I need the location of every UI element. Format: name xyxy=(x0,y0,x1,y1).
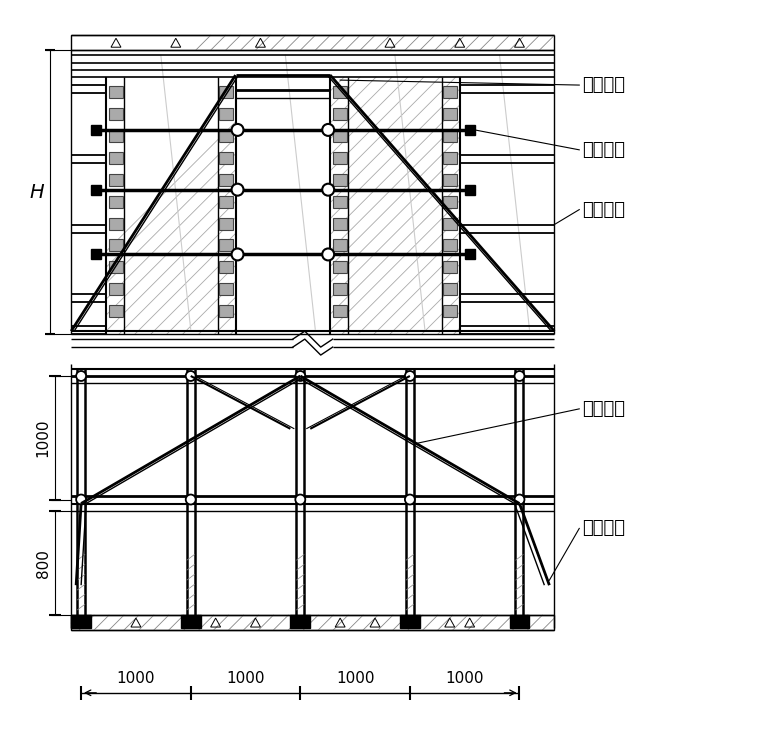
Circle shape xyxy=(76,371,86,381)
Bar xyxy=(333,130,347,142)
Bar xyxy=(219,217,233,230)
Bar xyxy=(443,283,457,295)
Bar xyxy=(219,130,233,142)
Bar xyxy=(464,185,475,195)
Bar xyxy=(333,283,347,295)
Bar xyxy=(443,86,457,98)
Bar xyxy=(109,196,123,208)
Bar xyxy=(333,305,347,317)
Text: 800: 800 xyxy=(36,549,51,578)
Text: H: H xyxy=(29,183,43,202)
Bar xyxy=(219,283,233,295)
Bar xyxy=(219,305,233,317)
Text: 1000: 1000 xyxy=(445,671,484,687)
Bar xyxy=(443,152,457,164)
Circle shape xyxy=(405,371,415,381)
Text: 框梁斜撑: 框梁斜撑 xyxy=(582,76,625,94)
Bar xyxy=(443,305,457,317)
Bar xyxy=(109,86,123,98)
Bar xyxy=(464,249,475,260)
Bar xyxy=(219,152,233,164)
Text: 支撑垫板: 支撑垫板 xyxy=(582,519,625,537)
Bar xyxy=(181,615,201,628)
Text: 对拉丝杆: 对拉丝杆 xyxy=(582,141,625,158)
Bar xyxy=(91,185,101,195)
Bar xyxy=(464,125,475,135)
Circle shape xyxy=(405,495,415,504)
Bar xyxy=(109,240,123,251)
Bar xyxy=(219,261,233,273)
Text: 加固钢管: 加固钢管 xyxy=(582,201,625,219)
Circle shape xyxy=(322,184,334,196)
Bar xyxy=(333,240,347,251)
Text: 1000: 1000 xyxy=(117,671,155,687)
Bar xyxy=(333,108,347,120)
Bar xyxy=(109,283,123,295)
Bar xyxy=(109,305,123,317)
Circle shape xyxy=(232,184,243,196)
Circle shape xyxy=(296,495,306,504)
Bar xyxy=(219,174,233,186)
Bar xyxy=(219,196,233,208)
Circle shape xyxy=(322,248,334,260)
Bar xyxy=(290,615,310,628)
Circle shape xyxy=(322,124,334,136)
Bar xyxy=(443,130,457,142)
Bar xyxy=(400,615,420,628)
Bar xyxy=(443,240,457,251)
Bar xyxy=(109,261,123,273)
Bar xyxy=(109,130,123,142)
Bar xyxy=(443,261,457,273)
Circle shape xyxy=(515,371,524,381)
Bar xyxy=(219,240,233,251)
Circle shape xyxy=(232,124,243,136)
Bar xyxy=(71,615,554,630)
Bar xyxy=(333,174,347,186)
Bar xyxy=(109,108,123,120)
Bar xyxy=(109,174,123,186)
Circle shape xyxy=(296,371,306,381)
Text: 加固斜撑: 加固斜撑 xyxy=(582,400,625,418)
Bar xyxy=(109,217,123,230)
Bar xyxy=(443,174,457,186)
Bar xyxy=(333,196,347,208)
Circle shape xyxy=(185,371,195,381)
Text: 1000: 1000 xyxy=(226,671,264,687)
Text: 1000: 1000 xyxy=(36,419,51,457)
Bar xyxy=(333,217,347,230)
Bar xyxy=(219,108,233,120)
Bar xyxy=(333,86,347,98)
Bar xyxy=(333,261,347,273)
Text: 1000: 1000 xyxy=(336,671,375,687)
Bar xyxy=(443,196,457,208)
Bar xyxy=(71,35,554,50)
Circle shape xyxy=(515,495,524,504)
Circle shape xyxy=(76,495,86,504)
Bar xyxy=(443,217,457,230)
Bar xyxy=(109,152,123,164)
Bar xyxy=(443,108,457,120)
Bar xyxy=(509,615,530,628)
Bar xyxy=(219,86,233,98)
Circle shape xyxy=(185,495,195,504)
Bar xyxy=(91,249,101,260)
Bar xyxy=(333,152,347,164)
Bar xyxy=(91,125,101,135)
Bar xyxy=(71,615,91,628)
Circle shape xyxy=(232,248,243,260)
